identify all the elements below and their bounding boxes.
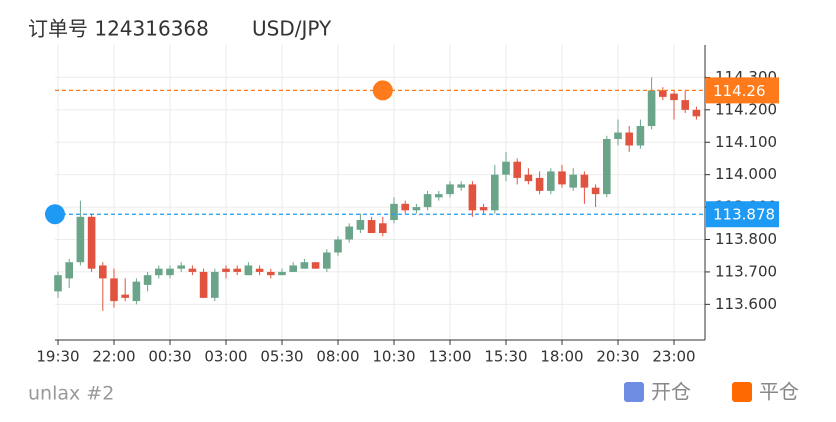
price-label-box	[706, 77, 779, 104]
candle-body	[267, 271, 275, 276]
candle-body	[647, 90, 656, 127]
candle-body	[233, 268, 241, 272]
candle-body	[311, 262, 320, 269]
candle-body	[356, 220, 365, 230]
candle-body	[177, 265, 185, 269]
legend-label: 平仓	[759, 380, 799, 404]
y-tick-label: 114.200	[715, 100, 777, 118]
legend-swatch	[624, 382, 644, 402]
candle-body	[502, 161, 510, 175]
candle-body	[692, 109, 701, 117]
chart-subtitle: USD/JPY	[252, 17, 332, 41]
candle-body	[625, 132, 633, 146]
candle-body	[155, 268, 163, 276]
y-tick-label: 113.700	[715, 262, 777, 280]
x-tick-label: 10:30	[372, 348, 415, 366]
candle-body	[479, 207, 488, 211]
trade-marker	[372, 80, 393, 101]
candle-body	[121, 294, 129, 298]
candle-body	[591, 187, 600, 195]
candle-body	[54, 275, 62, 292]
price-label: 114.26	[713, 82, 766, 100]
candle-body	[166, 268, 174, 276]
candle-body	[99, 265, 107, 279]
candle-body	[76, 216, 85, 263]
x-tick-label: 22:00	[92, 348, 135, 366]
candle-body	[222, 268, 230, 272]
y-tick-label: 114.100	[715, 133, 777, 151]
candle-body	[390, 203, 398, 221]
candle-body	[87, 216, 96, 269]
candle-body	[278, 271, 286, 276]
candle-body	[334, 239, 342, 253]
y-tick-label: 113.600	[715, 295, 777, 313]
candle-body	[143, 275, 152, 285]
candle-body	[457, 184, 465, 188]
legend-label: 开仓	[651, 380, 691, 404]
candle-body	[323, 252, 331, 269]
candle-body	[580, 174, 589, 188]
legend-swatch	[732, 382, 752, 402]
x-tick-label: 19:30	[36, 348, 79, 366]
y-tick-label: 114.000	[715, 165, 777, 183]
candle-body	[379, 223, 387, 234]
candle-body	[289, 265, 297, 272]
x-tick-label: 20:30	[596, 348, 639, 366]
x-tick-label: 15:30	[484, 348, 527, 366]
candle-body	[255, 268, 264, 272]
x-tick-label: 03:00	[204, 348, 247, 366]
candle-body	[188, 268, 197, 272]
candle-body	[524, 174, 533, 182]
candle-body	[367, 220, 376, 234]
candle-body	[491, 174, 499, 211]
footer: unlax #2	[28, 383, 114, 405]
y-tick-label: 113.800	[715, 230, 777, 248]
candle-body	[513, 161, 521, 178]
candle-body	[681, 100, 689, 110]
candle-body	[401, 203, 409, 211]
x-tick-label: 23:00	[652, 348, 695, 366]
x-tick-label: 13:00	[428, 348, 471, 366]
trade-marker	[45, 204, 65, 225]
candle-body	[345, 226, 353, 240]
candle-body	[603, 139, 611, 195]
candle-body	[569, 174, 577, 188]
candle-body	[199, 271, 208, 298]
candle-body	[412, 207, 421, 211]
x-tick-label: 08:00	[316, 348, 359, 366]
x-tick-label: 18:00	[540, 348, 583, 366]
candle-body	[636, 126, 645, 146]
candle-body	[670, 93, 678, 101]
candle-body	[244, 265, 253, 276]
candle-body	[211, 271, 219, 298]
candle-body	[558, 171, 566, 185]
price-label-box	[706, 201, 779, 228]
candle-body	[435, 194, 443, 198]
candle-body	[65, 262, 73, 279]
chart-title: 订单号 124316368	[28, 17, 209, 41]
candle-body	[423, 194, 432, 208]
x-tick-label: 05:30	[260, 348, 303, 366]
candle-body	[535, 177, 544, 191]
candle-body	[547, 171, 555, 191]
price-label: 113.878	[713, 206, 775, 224]
candle-body	[614, 132, 622, 140]
candle-body	[132, 281, 141, 302]
candle-body	[659, 90, 667, 97]
candle-body	[468, 184, 477, 211]
candle-body	[300, 262, 309, 269]
candle-body	[110, 278, 118, 302]
x-tick-label: 00:30	[148, 348, 191, 366]
candle-body	[446, 184, 454, 195]
